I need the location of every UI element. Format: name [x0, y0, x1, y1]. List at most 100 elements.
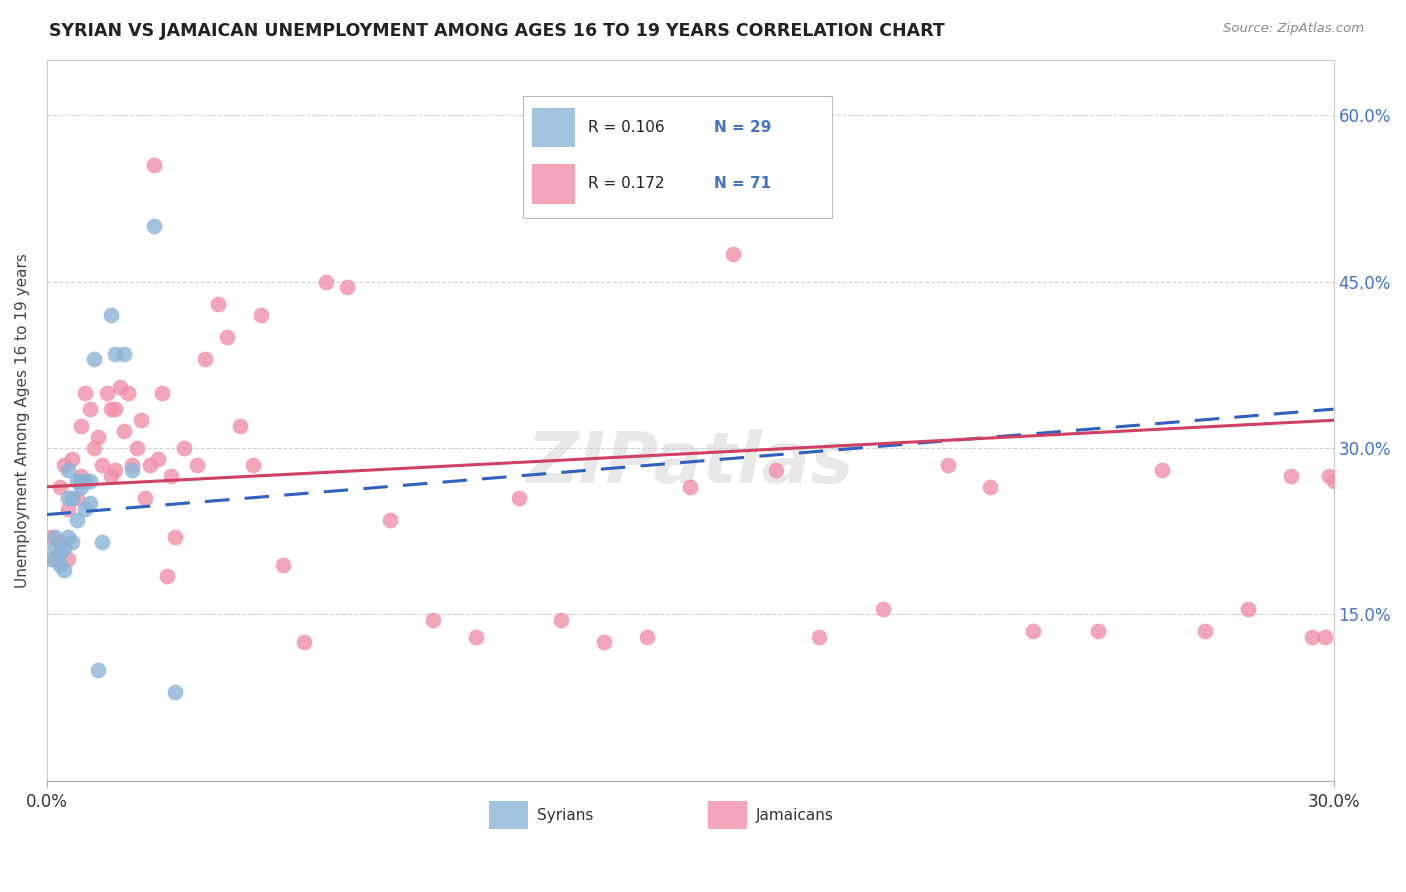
Point	[39, 552, 62, 566]
Point	[1022, 624, 1045, 638]
Point	[979, 480, 1001, 494]
Point	[134, 491, 156, 505]
Point	[315, 275, 337, 289]
Point	[152, 385, 174, 400]
Point	[70, 475, 93, 489]
Point	[70, 468, 93, 483]
Point	[215, 330, 238, 344]
Point	[44, 552, 66, 566]
Point	[79, 475, 101, 489]
Point	[121, 458, 143, 472]
Point	[207, 297, 229, 311]
Point	[56, 530, 79, 544]
Point	[1279, 468, 1302, 483]
Point	[1194, 624, 1216, 638]
Point	[186, 458, 208, 472]
Point	[422, 613, 444, 627]
Point	[44, 530, 66, 544]
Point	[66, 475, 89, 489]
Point	[96, 385, 118, 400]
Point	[593, 635, 616, 649]
Point	[1323, 475, 1346, 489]
Point	[48, 480, 70, 494]
Point	[807, 630, 830, 644]
Point	[48, 546, 70, 560]
Point	[173, 441, 195, 455]
Point	[91, 458, 114, 472]
Point	[292, 635, 315, 649]
Point	[87, 663, 110, 677]
Point	[148, 452, 170, 467]
Point	[39, 530, 62, 544]
Point	[508, 491, 530, 505]
Point	[44, 541, 66, 555]
Point	[765, 463, 787, 477]
Point	[242, 458, 264, 472]
Point	[83, 352, 105, 367]
Point	[48, 558, 70, 572]
Point	[250, 308, 273, 322]
Point	[125, 441, 148, 455]
Point	[121, 463, 143, 477]
Point	[70, 480, 93, 494]
Point	[936, 458, 959, 472]
Point	[66, 513, 89, 527]
Point	[1313, 630, 1336, 644]
Point	[1301, 630, 1323, 644]
Point	[52, 458, 75, 472]
Point	[104, 346, 127, 360]
Point	[378, 513, 401, 527]
Point	[872, 602, 894, 616]
Point	[75, 502, 97, 516]
Text: SYRIAN VS JAMAICAN UNEMPLOYMENT AMONG AGES 16 TO 19 YEARS CORRELATION CHART: SYRIAN VS JAMAICAN UNEMPLOYMENT AMONG AG…	[49, 22, 945, 40]
Point	[142, 219, 165, 233]
Point	[79, 496, 101, 510]
Point	[679, 480, 702, 494]
Point	[91, 535, 114, 549]
Point	[60, 491, 83, 505]
Point	[138, 458, 160, 472]
Point	[464, 630, 486, 644]
Point	[87, 430, 110, 444]
Point	[56, 502, 79, 516]
Point	[165, 530, 187, 544]
Point	[56, 463, 79, 477]
Point	[165, 685, 187, 699]
Point	[112, 425, 135, 439]
Point	[56, 491, 79, 505]
Point	[117, 385, 139, 400]
Point	[1237, 602, 1260, 616]
Point	[271, 558, 294, 572]
Point	[52, 541, 75, 555]
Text: ZIPatlas: ZIPatlas	[526, 429, 853, 498]
Point	[104, 463, 127, 477]
Point	[112, 346, 135, 360]
Point	[129, 413, 152, 427]
Point	[60, 535, 83, 549]
Point	[75, 385, 97, 400]
Point	[194, 352, 217, 367]
Point	[228, 418, 250, 433]
Y-axis label: Unemployment Among Ages 16 to 19 years: Unemployment Among Ages 16 to 19 years	[15, 252, 30, 588]
Point	[104, 402, 127, 417]
Point	[336, 280, 359, 294]
Point	[83, 441, 105, 455]
Point	[100, 308, 122, 322]
Point	[56, 552, 79, 566]
Point	[52, 563, 75, 577]
Point	[160, 468, 183, 483]
Point	[100, 468, 122, 483]
Point	[79, 402, 101, 417]
Point	[636, 630, 658, 644]
Text: Source: ZipAtlas.com: Source: ZipAtlas.com	[1223, 22, 1364, 36]
Point	[66, 491, 89, 505]
Point	[75, 475, 97, 489]
Point	[70, 418, 93, 433]
Point	[550, 613, 572, 627]
Point	[721, 247, 744, 261]
Point	[48, 535, 70, 549]
Point	[1087, 624, 1109, 638]
Point	[142, 158, 165, 172]
Point	[60, 452, 83, 467]
Point	[108, 380, 131, 394]
